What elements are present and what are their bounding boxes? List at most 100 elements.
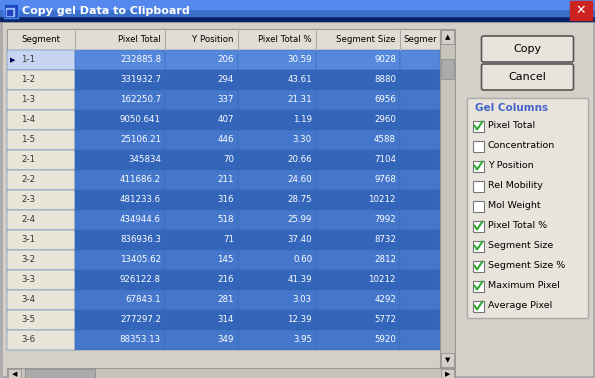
Text: 21.31: 21.31 bbox=[287, 96, 312, 104]
Text: 3-6: 3-6 bbox=[21, 336, 35, 344]
Text: Segment Size %: Segment Size % bbox=[488, 262, 565, 271]
Text: 3-5: 3-5 bbox=[21, 316, 35, 324]
Text: 2812: 2812 bbox=[374, 256, 396, 265]
Text: 10212: 10212 bbox=[368, 195, 396, 204]
Bar bbox=[400, 130, 440, 150]
Text: 6956: 6956 bbox=[374, 96, 396, 104]
Text: 24.60: 24.60 bbox=[287, 175, 312, 184]
Text: 20.66: 20.66 bbox=[287, 155, 312, 164]
Text: 314: 314 bbox=[218, 316, 234, 324]
Text: 25106.21: 25106.21 bbox=[120, 135, 161, 144]
Bar bbox=[238, 250, 316, 270]
Bar bbox=[238, 150, 316, 170]
Bar bbox=[7, 90, 75, 110]
Bar bbox=[7, 70, 75, 90]
Bar bbox=[7, 29, 440, 50]
Bar bbox=[75, 290, 165, 310]
Bar bbox=[316, 330, 400, 350]
Bar bbox=[316, 70, 400, 90]
Text: 1-4: 1-4 bbox=[21, 116, 35, 124]
Bar bbox=[75, 170, 165, 190]
Bar bbox=[25, 369, 95, 378]
Bar bbox=[238, 90, 316, 110]
Text: 28.75: 28.75 bbox=[287, 195, 312, 204]
Text: 3.30: 3.30 bbox=[293, 135, 312, 144]
Bar bbox=[473, 220, 484, 231]
Text: 3.03: 3.03 bbox=[293, 296, 312, 305]
Bar bbox=[316, 290, 400, 310]
Bar bbox=[7, 368, 455, 378]
Text: Copy: Copy bbox=[513, 44, 541, 54]
Bar bbox=[165, 330, 238, 350]
Bar bbox=[316, 230, 400, 250]
Text: 41.39: 41.39 bbox=[287, 276, 312, 285]
Text: ▶: ▶ bbox=[10, 57, 15, 63]
Text: 162250.7: 162250.7 bbox=[120, 96, 161, 104]
Text: 2-1: 2-1 bbox=[21, 155, 35, 164]
Bar bbox=[165, 310, 238, 330]
Bar bbox=[165, 90, 238, 110]
Text: 411686.2: 411686.2 bbox=[120, 175, 161, 184]
Text: 5772: 5772 bbox=[374, 316, 396, 324]
Bar bbox=[238, 330, 316, 350]
Bar bbox=[400, 110, 440, 130]
Bar bbox=[7, 330, 75, 350]
Text: 30.59: 30.59 bbox=[287, 56, 312, 65]
Bar bbox=[165, 170, 238, 190]
Bar bbox=[7, 10, 12, 15]
Bar bbox=[441, 369, 454, 378]
Text: Segment Size: Segment Size bbox=[337, 35, 396, 44]
Bar bbox=[440, 29, 455, 368]
Bar bbox=[75, 130, 165, 150]
Bar bbox=[316, 90, 400, 110]
Text: ▼: ▼ bbox=[445, 357, 450, 363]
Bar bbox=[7, 50, 75, 70]
Text: 9028: 9028 bbox=[374, 56, 396, 65]
Bar bbox=[75, 190, 165, 210]
Text: 518: 518 bbox=[218, 215, 234, 225]
Bar bbox=[238, 170, 316, 190]
Text: ◀: ◀ bbox=[12, 372, 17, 378]
FancyBboxPatch shape bbox=[481, 64, 574, 90]
Bar bbox=[316, 310, 400, 330]
Bar bbox=[238, 130, 316, 150]
Text: 294: 294 bbox=[218, 76, 234, 85]
Bar bbox=[165, 190, 238, 210]
Bar bbox=[316, 50, 400, 70]
Bar bbox=[238, 270, 316, 290]
Bar bbox=[400, 70, 440, 90]
Bar bbox=[400, 230, 440, 250]
Text: 8732: 8732 bbox=[374, 235, 396, 245]
Text: 926122.8: 926122.8 bbox=[120, 276, 161, 285]
Bar bbox=[75, 250, 165, 270]
Text: 4588: 4588 bbox=[374, 135, 396, 144]
Bar bbox=[400, 190, 440, 210]
Bar bbox=[7, 230, 75, 250]
Bar bbox=[7, 130, 75, 150]
Bar bbox=[441, 30, 454, 44]
Bar bbox=[441, 353, 454, 367]
Text: Maximum Pixel: Maximum Pixel bbox=[488, 282, 560, 291]
Text: 211: 211 bbox=[218, 175, 234, 184]
Text: Concentration: Concentration bbox=[488, 141, 555, 150]
Bar bbox=[165, 130, 238, 150]
Text: Pixel Total %: Pixel Total % bbox=[258, 35, 312, 44]
Text: 232885.8: 232885.8 bbox=[120, 56, 161, 65]
Text: 37.40: 37.40 bbox=[287, 235, 312, 245]
Text: 10212: 10212 bbox=[368, 276, 396, 285]
Text: 1-1: 1-1 bbox=[21, 56, 35, 65]
Bar bbox=[473, 200, 484, 212]
Bar bbox=[75, 230, 165, 250]
Text: 446: 446 bbox=[218, 135, 234, 144]
Bar bbox=[165, 70, 238, 90]
Text: 2-4: 2-4 bbox=[21, 215, 35, 225]
Text: 9768: 9768 bbox=[374, 175, 396, 184]
Bar bbox=[316, 170, 400, 190]
Text: 331932.7: 331932.7 bbox=[120, 76, 161, 85]
Bar bbox=[400, 310, 440, 330]
Text: Pixel Total: Pixel Total bbox=[488, 121, 535, 130]
Text: 67843.1: 67843.1 bbox=[126, 296, 161, 305]
Bar bbox=[316, 130, 400, 150]
Text: 1-5: 1-5 bbox=[21, 135, 35, 144]
Bar bbox=[473, 121, 484, 132]
